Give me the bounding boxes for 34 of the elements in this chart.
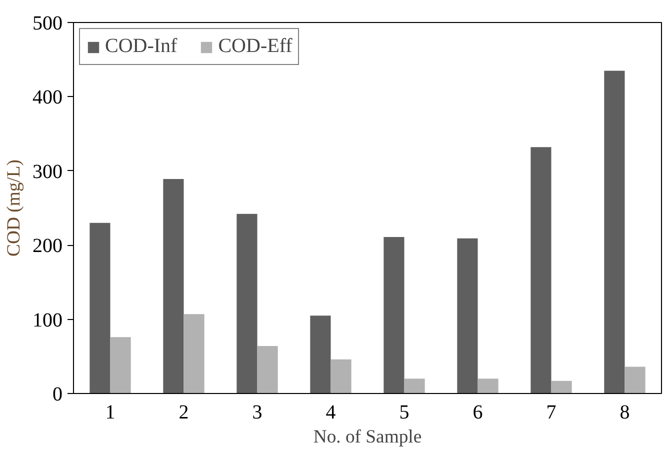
x-axis-title: No. of Sample (313, 426, 422, 448)
bar (457, 238, 478, 394)
bar (384, 236, 404, 394)
y-tick-label: 0 (52, 384, 62, 406)
legend-label: COD-Inf (105, 35, 178, 58)
bar (110, 337, 131, 394)
legend-label: COD-Eff (218, 35, 292, 58)
bar (404, 378, 425, 394)
bar (604, 70, 625, 394)
x-tick-label: 8 (620, 402, 630, 424)
bar (163, 179, 184, 394)
y-tick-label: 400 (32, 86, 62, 109)
x-tick-label: 4 (326, 402, 336, 424)
y-tick-label: 300 (32, 160, 62, 183)
bar (478, 378, 498, 394)
x-tick-label: 6 (472, 402, 483, 424)
x-tick-label: 1 (105, 402, 116, 424)
x-tick-label: 3 (252, 402, 262, 424)
bar (236, 214, 258, 394)
x-tick-label: 5 (399, 402, 410, 424)
x-tick-label: 7 (546, 402, 556, 424)
bar (624, 366, 646, 394)
x-tick-label: 2 (178, 402, 189, 424)
y-tick-label: 200 (32, 235, 62, 258)
bar (184, 314, 204, 394)
y-tick-label: 100 (32, 309, 62, 332)
bar (257, 346, 278, 394)
bar (551, 380, 572, 394)
bar (330, 359, 352, 394)
y-axis-title: COD (mg/L) (4, 160, 24, 256)
bar (90, 222, 110, 394)
bar (310, 316, 331, 394)
bar (530, 147, 552, 394)
y-tick-label: 500 (32, 12, 62, 34)
